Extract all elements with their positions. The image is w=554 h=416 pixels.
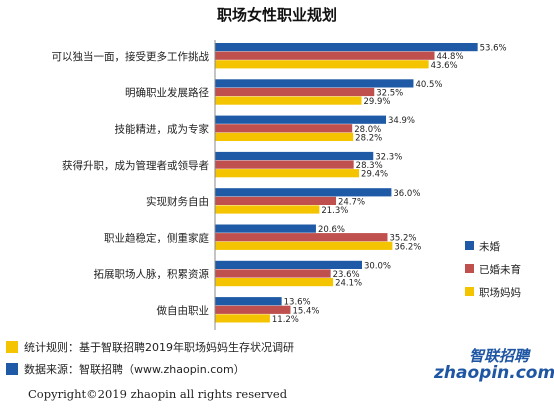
category-label: 实现财务自由 <box>146 195 209 208</box>
bar <box>215 160 354 169</box>
zhaopin-logo: 智联招聘 zhaopin.com <box>433 347 554 383</box>
bar <box>215 260 362 269</box>
bar-value-label: 23.6% <box>333 270 360 280</box>
bar-value-label: 21.3% <box>321 206 348 216</box>
bar-value-label: 24.7% <box>338 197 365 207</box>
bar-value-label: 28.3% <box>356 161 383 171</box>
bar <box>215 188 392 197</box>
bar <box>215 233 388 242</box>
category-label: 可以独当一面，接受更多工作挑战 <box>52 50 210 63</box>
logo-cn-text: 智联招聘 <box>469 347 531 365</box>
category-label: 技能精进，成为专家 <box>115 123 210 136</box>
category-label: 拓展职场人脉，积累资源 <box>94 268 210 281</box>
note-1-text: 统计规则：基于智联招聘2019年职场妈妈生存状况调研 <box>24 340 294 354</box>
bar <box>215 79 414 88</box>
legend-label: 未婚 <box>479 240 500 253</box>
bar-value-label: 43.6% <box>431 61 458 71</box>
legend-label: 职场妈妈 <box>479 286 521 299</box>
bar-value-label: 40.5% <box>415 80 442 90</box>
bar <box>215 305 291 314</box>
bar-value-label: 29.9% <box>364 97 391 107</box>
bar <box>215 96 362 105</box>
bar-value-label: 24.1% <box>335 279 362 289</box>
bar-value-label: 11.2% <box>272 315 299 325</box>
bar <box>215 115 387 124</box>
bar-value-label: 28.0% <box>354 125 381 135</box>
bar <box>215 169 360 178</box>
bar-value-label: 29.4% <box>361 170 388 180</box>
bar-value-label: 34.9% <box>388 116 415 126</box>
bar <box>215 278 334 287</box>
category-label: 明确职业发展路径 <box>125 86 209 99</box>
legend-swatch <box>465 287 474 296</box>
copyright: Copyright©2019 zhaopin all rights reserv… <box>28 387 288 401</box>
bar-value-label: 36.0% <box>393 189 420 199</box>
note-2-marker <box>6 363 18 375</box>
bar <box>215 132 354 141</box>
bar-value-label: 20.6% <box>318 225 345 235</box>
note-1-marker <box>6 341 18 353</box>
bar <box>215 205 320 214</box>
category-label: 做自由职业 <box>157 304 210 317</box>
chart-title: 职场女性职业规划 <box>217 6 337 24</box>
bar <box>215 51 435 60</box>
bar-value-label: 53.6% <box>480 44 507 54</box>
bar <box>215 314 270 323</box>
bar-value-label: 13.6% <box>284 298 311 308</box>
bar <box>215 43 478 52</box>
bar <box>215 224 316 233</box>
bar <box>215 151 374 161</box>
bar <box>215 196 337 205</box>
bar-value-label: 36.2% <box>394 242 421 252</box>
notes: 统计规则：基于智联招聘2019年职场妈妈生存状况调研 数据来源：智联招聘（www… <box>6 340 294 376</box>
bar-value-label: 44.8% <box>437 52 464 62</box>
category-label: 获得升职，成为管理者或领导者 <box>62 159 209 172</box>
bar-value-label: 30.0% <box>364 261 391 271</box>
bar <box>215 124 353 133</box>
legend-label: 已婚未育 <box>479 263 521 276</box>
logo-en-text: zhaopin.com <box>433 363 554 383</box>
note-2-text: 数据来源：智联招聘（www.zhaopin.com） <box>24 362 245 376</box>
bar-value-label: 15.4% <box>292 306 319 316</box>
bar <box>215 269 331 278</box>
bar <box>215 297 282 306</box>
legend-swatch <box>465 264 474 273</box>
bar <box>215 87 375 97</box>
bars-group: 可以独当一面，接受更多工作挑战 53.6% 44.8%43.6% 明确职业发展路径 40… <box>52 43 507 325</box>
bar <box>215 241 393 250</box>
bar-value-label: 32.5% <box>376 89 403 99</box>
bar <box>215 60 429 69</box>
bar-value-label: 32.3% <box>375 153 402 163</box>
category-label: 职业趋稳定，侧重家庭 <box>104 231 209 244</box>
bar-value-label: 35.2% <box>389 234 416 244</box>
bar-value-label: 28.2% <box>355 133 382 143</box>
legend-swatch <box>465 241 474 250</box>
